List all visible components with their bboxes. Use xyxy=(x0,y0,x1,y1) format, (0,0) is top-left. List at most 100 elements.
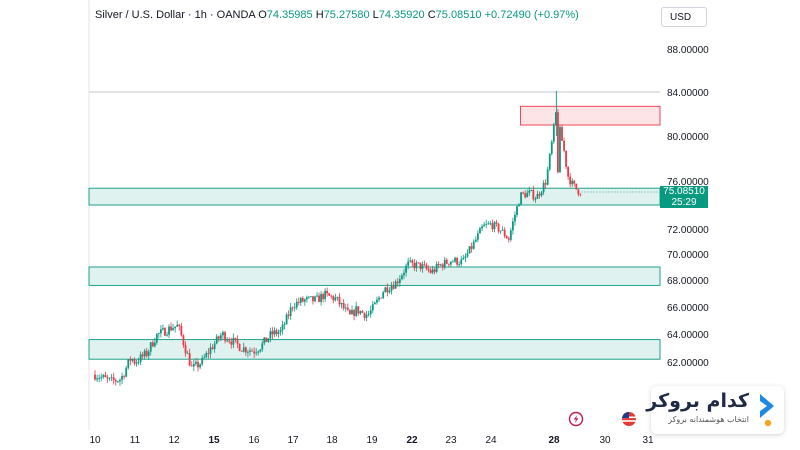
candle-body xyxy=(164,328,166,336)
time-axis[interactable]: 10 11 12 15 16 17 18 19 22 23 24 28 30 31 xyxy=(89,435,654,446)
candle-body xyxy=(159,329,162,334)
candle-body xyxy=(297,301,300,303)
candle-body xyxy=(326,290,329,294)
candle-body xyxy=(336,296,339,298)
candle-body xyxy=(303,299,306,302)
candle-body xyxy=(340,303,343,305)
brand-title: کدام بروکر xyxy=(646,390,749,412)
close-value: 75.08510 xyxy=(435,9,482,21)
candle-body xyxy=(489,223,492,225)
candle-body xyxy=(544,183,547,185)
candle-body xyxy=(141,354,144,357)
candle-body xyxy=(403,272,405,276)
candle-body xyxy=(373,302,376,305)
candle-body xyxy=(153,342,156,347)
candle-body xyxy=(199,364,201,368)
low-value: 74.35920 xyxy=(378,9,425,21)
candle-body xyxy=(184,345,187,354)
candle-body xyxy=(534,198,537,200)
candle-body xyxy=(511,221,514,231)
candle-body xyxy=(190,365,193,367)
candle-body xyxy=(439,264,442,266)
zone-zone-75 xyxy=(88,187,661,206)
candle-body xyxy=(330,295,333,297)
y-tick-label: 80.00000 xyxy=(667,132,709,143)
x-tick-label: 15 xyxy=(208,435,220,446)
candle-body xyxy=(378,297,380,300)
lightning-event-icon[interactable] xyxy=(568,411,584,427)
x-tick-label: 23 xyxy=(445,435,457,446)
candle-body xyxy=(110,377,113,379)
candle-body xyxy=(528,190,531,193)
candle-body xyxy=(501,229,504,231)
candle-body xyxy=(324,290,327,300)
candle-body xyxy=(476,233,479,240)
symbol-name: Silver / U.S. Dollar · 1h · OANDA xyxy=(95,9,256,21)
candle-body xyxy=(275,330,278,335)
open-label: O xyxy=(258,9,267,21)
price-axis[interactable]: 62.00000 64.00000 66.00000 68.00000 70.00000… xyxy=(667,45,709,369)
candle-body xyxy=(236,338,239,344)
candle-body xyxy=(217,336,220,339)
candle-body xyxy=(334,297,337,301)
candle-body xyxy=(394,281,397,289)
candle-body xyxy=(351,309,353,315)
candle-body xyxy=(491,223,494,230)
candle-body xyxy=(516,206,518,216)
candle-body xyxy=(565,150,567,167)
x-tick-label: 16 xyxy=(248,435,260,446)
candle-body xyxy=(176,324,179,327)
candle-body xyxy=(493,222,496,230)
y-tick-label: 70.00000 xyxy=(667,250,709,261)
candle-body xyxy=(437,263,440,266)
y-tick-label: 72.00000 xyxy=(667,225,709,236)
candle-body xyxy=(421,264,424,269)
candle-body xyxy=(255,352,258,354)
brand-subtitle: انتخاب هوشمندانه بروکر xyxy=(668,415,749,424)
candle-body xyxy=(285,314,288,325)
candle-body xyxy=(454,257,456,262)
candle-body xyxy=(369,310,372,315)
x-tick-label: 10 xyxy=(89,435,101,446)
y-tick-label: 62.00000 xyxy=(667,358,709,369)
candle-body xyxy=(215,336,218,344)
x-tick-label: 18 xyxy=(326,435,338,446)
candle-body xyxy=(201,357,204,365)
candle-body xyxy=(367,314,370,315)
candle-body xyxy=(419,262,422,269)
candle-body xyxy=(567,166,570,177)
candle-body xyxy=(349,309,351,315)
y-tick-label: 84.00000 xyxy=(667,88,709,99)
candle-body xyxy=(228,340,231,342)
us-flag-event-icon[interactable] xyxy=(622,411,636,426)
candle-body xyxy=(563,140,565,151)
candle-body xyxy=(550,141,553,154)
candle-body xyxy=(273,330,276,335)
x-tick-label: 31 xyxy=(642,435,654,446)
currency-selector[interactable]: USD xyxy=(661,7,707,27)
candle-body xyxy=(98,378,101,379)
candle-body xyxy=(104,375,107,378)
candle-body xyxy=(195,361,197,364)
x-tick-label: 11 xyxy=(130,435,141,446)
candle-body xyxy=(468,246,471,254)
candle-body xyxy=(495,222,498,224)
candle-body xyxy=(577,189,580,195)
candle-body xyxy=(579,194,582,196)
candle-body xyxy=(182,335,185,346)
candle-body xyxy=(106,377,109,379)
candle-body xyxy=(346,307,349,310)
candle-body xyxy=(361,311,364,313)
candle-body xyxy=(94,374,96,380)
candle-body xyxy=(470,246,473,249)
symbol-legend[interactable]: Silver / U.S. Dollar · 1h · OANDA O 74.35… xyxy=(95,9,579,21)
candle-body xyxy=(520,192,522,205)
candle-body xyxy=(548,153,551,170)
candle-body xyxy=(380,297,383,299)
candle-body xyxy=(524,193,527,198)
candle-body xyxy=(168,326,170,335)
candle-body xyxy=(301,298,304,302)
candle-body xyxy=(174,326,177,329)
candle-body xyxy=(131,359,134,361)
